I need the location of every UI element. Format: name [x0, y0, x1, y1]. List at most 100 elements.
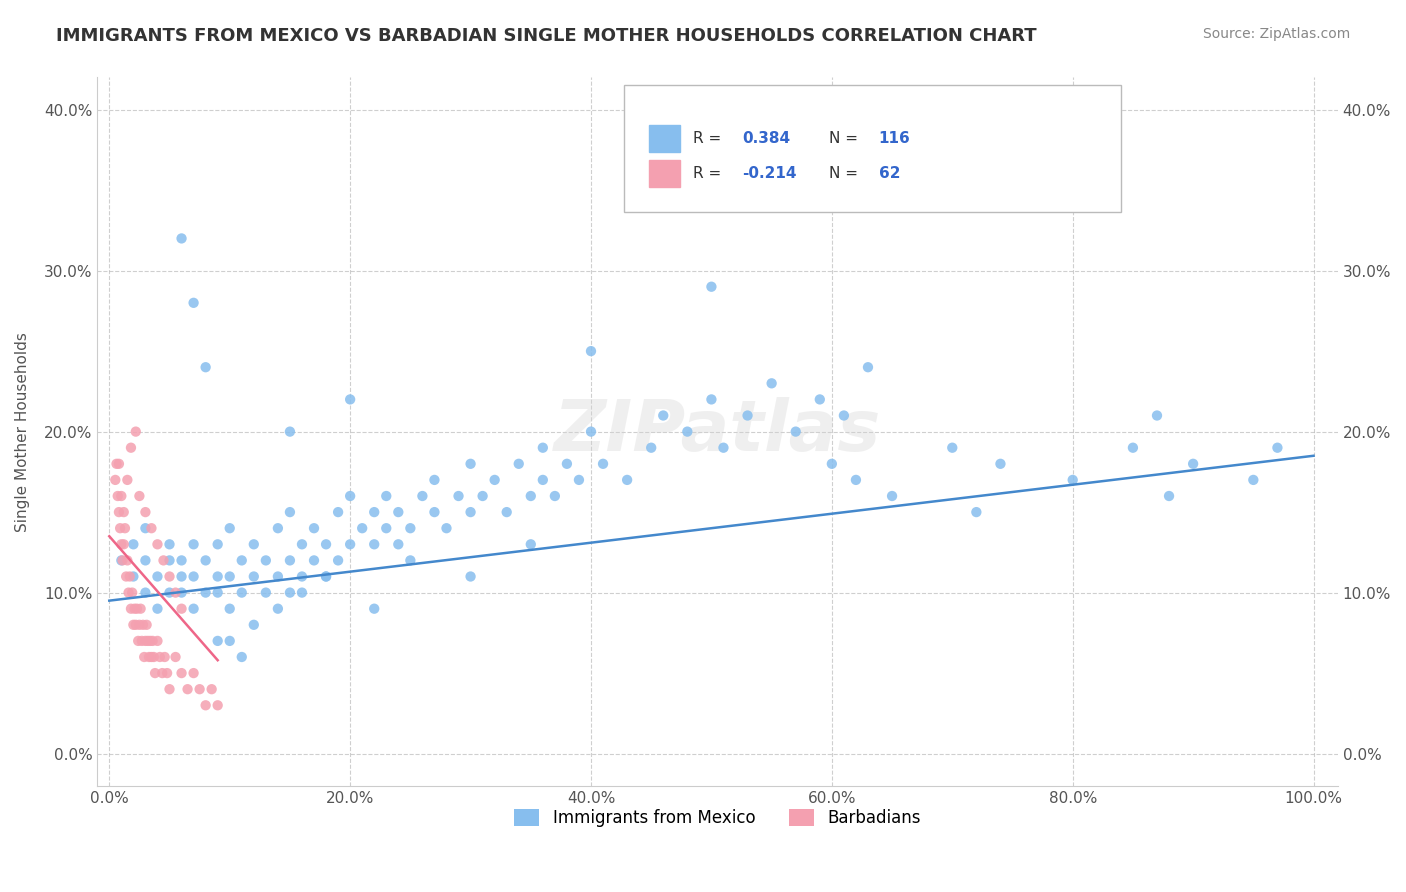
Point	[447, 489, 470, 503]
Point	[134, 505, 156, 519]
Point	[363, 537, 385, 551]
Point	[640, 441, 662, 455]
Point	[170, 553, 193, 567]
Point	[387, 537, 409, 551]
Point	[110, 553, 132, 567]
Point	[131, 633, 153, 648]
Point	[218, 601, 240, 615]
Point	[568, 473, 591, 487]
Point	[194, 360, 217, 375]
Point	[110, 489, 132, 503]
Point	[136, 633, 159, 648]
Point	[291, 585, 314, 599]
Point	[170, 569, 193, 583]
Legend: Immigrants from Mexico, Barbadians: Immigrants from Mexico, Barbadians	[508, 803, 927, 834]
Point	[194, 585, 217, 599]
Point	[143, 666, 166, 681]
Text: IMMIGRANTS FROM MEXICO VS BARBADIAN SINGLE MOTHER HOUSEHOLDS CORRELATION CHART: IMMIGRANTS FROM MEXICO VS BARBADIAN SING…	[56, 27, 1036, 45]
Point	[423, 473, 446, 487]
Point	[339, 489, 361, 503]
Point	[146, 633, 169, 648]
Point	[165, 585, 187, 599]
Point	[302, 553, 325, 567]
Point	[129, 601, 152, 615]
Text: R =: R =	[693, 166, 725, 181]
Point	[128, 617, 150, 632]
Point	[138, 650, 160, 665]
Point	[159, 682, 181, 697]
Point	[207, 537, 229, 551]
Point	[207, 585, 229, 599]
Point	[218, 569, 240, 583]
Point	[127, 633, 149, 648]
Point	[121, 585, 143, 599]
Point	[159, 585, 181, 599]
Text: N =: N =	[830, 166, 863, 181]
Point	[218, 633, 240, 648]
Point	[170, 231, 193, 245]
Point	[117, 473, 139, 487]
Point	[125, 601, 148, 615]
Point	[146, 537, 169, 551]
Point	[460, 505, 482, 519]
Point	[326, 553, 349, 567]
Point	[1182, 457, 1205, 471]
Point	[326, 505, 349, 519]
Point	[183, 569, 205, 583]
Point	[1122, 441, 1144, 455]
Point	[1146, 409, 1168, 423]
Text: 62: 62	[879, 166, 900, 181]
Point	[592, 457, 614, 471]
Point	[134, 553, 156, 567]
Point	[117, 585, 139, 599]
Point	[315, 569, 337, 583]
Point	[267, 569, 290, 583]
Point	[118, 569, 141, 583]
Point	[132, 617, 155, 632]
Point	[278, 505, 301, 519]
Point	[201, 682, 224, 697]
Point	[194, 553, 217, 567]
Text: -0.214: -0.214	[742, 166, 797, 181]
Point	[363, 601, 385, 615]
Point	[520, 537, 543, 551]
Point	[352, 521, 374, 535]
Point	[142, 633, 165, 648]
Point	[112, 537, 135, 551]
Point	[291, 537, 314, 551]
Point	[139, 633, 162, 648]
Point	[278, 425, 301, 439]
Point	[159, 553, 181, 567]
Y-axis label: Single Mother Households: Single Mother Households	[15, 332, 30, 532]
Point	[411, 489, 433, 503]
Point	[122, 569, 145, 583]
Point	[146, 601, 169, 615]
Point	[207, 698, 229, 713]
Point	[146, 569, 169, 583]
Point	[134, 633, 156, 648]
Point	[153, 650, 176, 665]
Point	[243, 569, 266, 583]
Text: Source: ZipAtlas.com: Source: ZipAtlas.com	[1202, 27, 1350, 41]
Point	[278, 585, 301, 599]
Point	[302, 521, 325, 535]
Point	[555, 457, 578, 471]
Point	[832, 409, 855, 423]
Point	[231, 585, 253, 599]
Text: 116: 116	[879, 131, 911, 146]
Point	[339, 537, 361, 551]
Point	[125, 425, 148, 439]
Point	[652, 409, 675, 423]
Point	[399, 553, 422, 567]
Point	[737, 409, 759, 423]
Point	[579, 425, 602, 439]
Point	[231, 553, 253, 567]
Point	[141, 521, 163, 535]
Point	[243, 537, 266, 551]
Point	[508, 457, 530, 471]
Point	[114, 521, 136, 535]
Point	[990, 457, 1012, 471]
Point	[194, 698, 217, 713]
Point	[117, 553, 139, 567]
Point	[107, 489, 129, 503]
